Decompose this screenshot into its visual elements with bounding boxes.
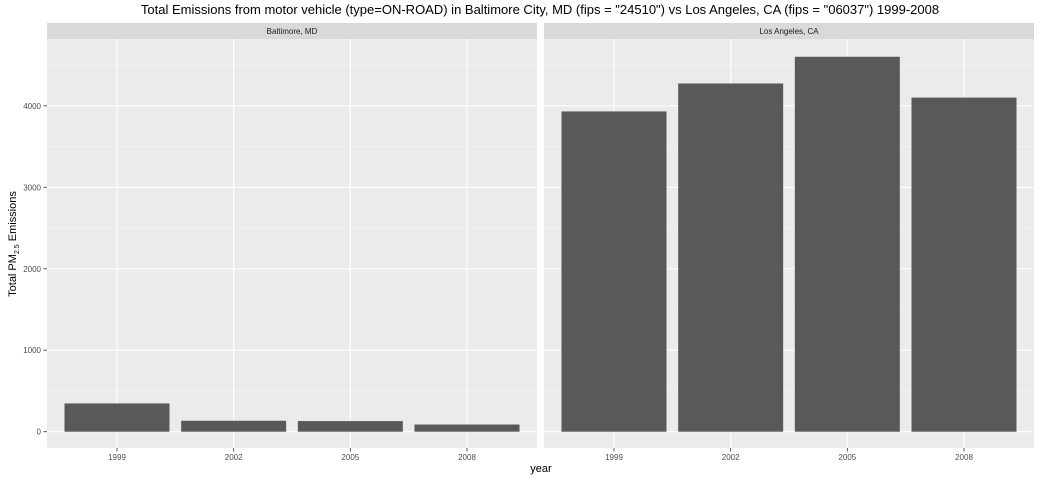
bar	[297, 421, 403, 432]
x-tick-label: 2002	[722, 453, 740, 462]
x-tick-label: 2005	[838, 453, 856, 462]
y-axis-title: Total PM2.5 Emissions	[7, 191, 21, 297]
y-axis-title-suffix: Emissions	[7, 191, 19, 245]
y-tick-label: 2000	[23, 265, 41, 274]
facet-panel: Los Angeles, CA 1999 2002 2005 2008	[544, 23, 1034, 462]
y-tick-label: 1000	[23, 346, 41, 355]
facet-strip-label: Baltimore, MD	[267, 27, 318, 36]
x-tick-label: 1999	[108, 453, 126, 462]
y-tick-label: 3000	[23, 183, 41, 192]
bar	[678, 83, 784, 432]
y-tick-label: 4000	[23, 102, 41, 111]
facet-strip	[544, 23, 1034, 39]
panel-background	[47, 39, 537, 448]
bar	[561, 111, 667, 432]
x-tick-label: 2008	[458, 453, 476, 462]
y-axis-title-subscript: 2.5	[14, 244, 21, 254]
bar	[181, 420, 287, 432]
bar	[64, 403, 170, 432]
x-tick-label: 2005	[341, 453, 359, 462]
bar	[414, 424, 520, 432]
facet-panel: Baltimore, MD 1999 2002 2005 2008	[47, 23, 537, 462]
x-tick-label: 2002	[225, 453, 243, 462]
bar	[794, 56, 900, 432]
facet-strip-label: Los Angeles, CA	[759, 27, 819, 36]
x-tick-label: 1999	[605, 453, 623, 462]
y-axis: 0 1000 2000 3000 4000	[23, 102, 47, 437]
chart-title: Total Emissions from motor vehicle (type…	[141, 2, 939, 17]
bar	[911, 97, 1017, 432]
facet-strip	[47, 23, 537, 39]
x-axis-title: year	[530, 463, 552, 475]
x-tick-label: 2008	[955, 453, 973, 462]
y-tick-label: 0	[37, 428, 42, 437]
y-axis-title-prefix: Total PM	[7, 254, 19, 297]
